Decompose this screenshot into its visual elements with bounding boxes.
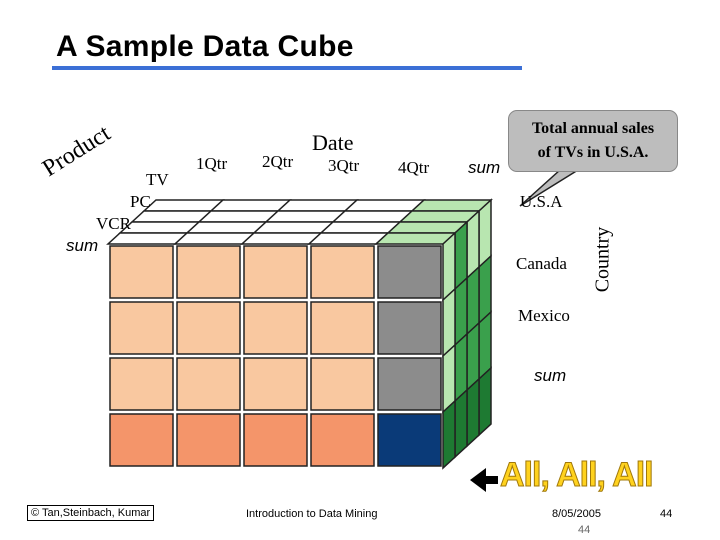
product-value-sum: sum [66, 236, 99, 255]
top-cell [197, 210, 280, 223]
top-cell [173, 232, 256, 245]
product-value-pc: PC [130, 192, 151, 211]
front-cell [109, 357, 174, 411]
top-cell [130, 210, 213, 223]
top-cell [252, 221, 335, 234]
date-value-3qtr: 3Qtr [328, 156, 360, 175]
front-cell [176, 245, 241, 299]
front-cell [243, 301, 308, 355]
side-cell [442, 399, 456, 470]
all-all-all-label: All, All, All [500, 456, 655, 495]
front-cell [176, 413, 241, 467]
front-cell [243, 245, 308, 299]
front-cell [109, 301, 174, 355]
front-cell [377, 413, 442, 467]
front-cell [377, 301, 442, 355]
footer-date: 8/05/2005 [552, 508, 601, 520]
side-cell [454, 388, 468, 459]
front-cell [377, 357, 442, 411]
top-cell [185, 221, 268, 234]
total-sales-callout: Total annual sales of TVs in U.S.A. [508, 110, 678, 172]
front-cell [109, 413, 174, 467]
footer-course: Introduction to Data Mining [246, 508, 378, 520]
top-cell [276, 199, 359, 212]
country-value-sum: sum [534, 366, 567, 385]
top-cell [307, 232, 390, 245]
side-cell [466, 377, 480, 448]
front-cell [310, 301, 375, 355]
country-value-canada: Canada [516, 254, 567, 273]
top-cell [209, 199, 292, 212]
page-title: A Sample Data Cube [56, 30, 354, 63]
footer-page-number: 44 [660, 508, 673, 520]
front-cell [377, 245, 442, 299]
top-cell [398, 210, 481, 223]
title-underline [52, 66, 522, 70]
callout-line-2: of TVs in U.S.A. [537, 144, 649, 161]
country-value-mexico: Mexico [518, 306, 570, 325]
product-value-vcr: VCR [96, 214, 131, 233]
front-cell [176, 357, 241, 411]
date-axis-label: Date [312, 130, 354, 155]
date-value-4qtr: 4Qtr [398, 158, 430, 177]
date-value-1qtr: 1Qtr [196, 154, 228, 173]
footer-copyright: © Tan,Steinbach, Kumar [27, 505, 155, 521]
front-cell [176, 301, 241, 355]
front-cell [109, 245, 174, 299]
front-cell [310, 357, 375, 411]
left-arrow-icon [470, 468, 498, 492]
top-cell [343, 199, 426, 212]
date-value-2qtr: 2Qtr [262, 152, 294, 171]
front-cell [243, 413, 308, 467]
front-cell [243, 357, 308, 411]
top-cell [240, 232, 323, 245]
top-cell [374, 232, 457, 245]
country-value-usa: U.S.A [520, 192, 563, 211]
top-cell [410, 199, 493, 212]
footer-page-small: 44 [578, 524, 591, 536]
top-cell [106, 232, 189, 245]
top-cell [142, 199, 225, 212]
top-cell [319, 221, 402, 234]
front-cell [310, 413, 375, 467]
date-value-sum: sum [468, 158, 501, 177]
product-value-tv: TV [146, 170, 169, 189]
top-cell [118, 221, 201, 234]
country-axis-label: Country [591, 226, 614, 293]
top-cell [264, 210, 347, 223]
side-cell [478, 366, 492, 437]
front-cell [310, 245, 375, 299]
callout-line-1: Total annual sales [531, 120, 655, 137]
top-cell [386, 221, 469, 234]
top-cell [331, 210, 414, 223]
